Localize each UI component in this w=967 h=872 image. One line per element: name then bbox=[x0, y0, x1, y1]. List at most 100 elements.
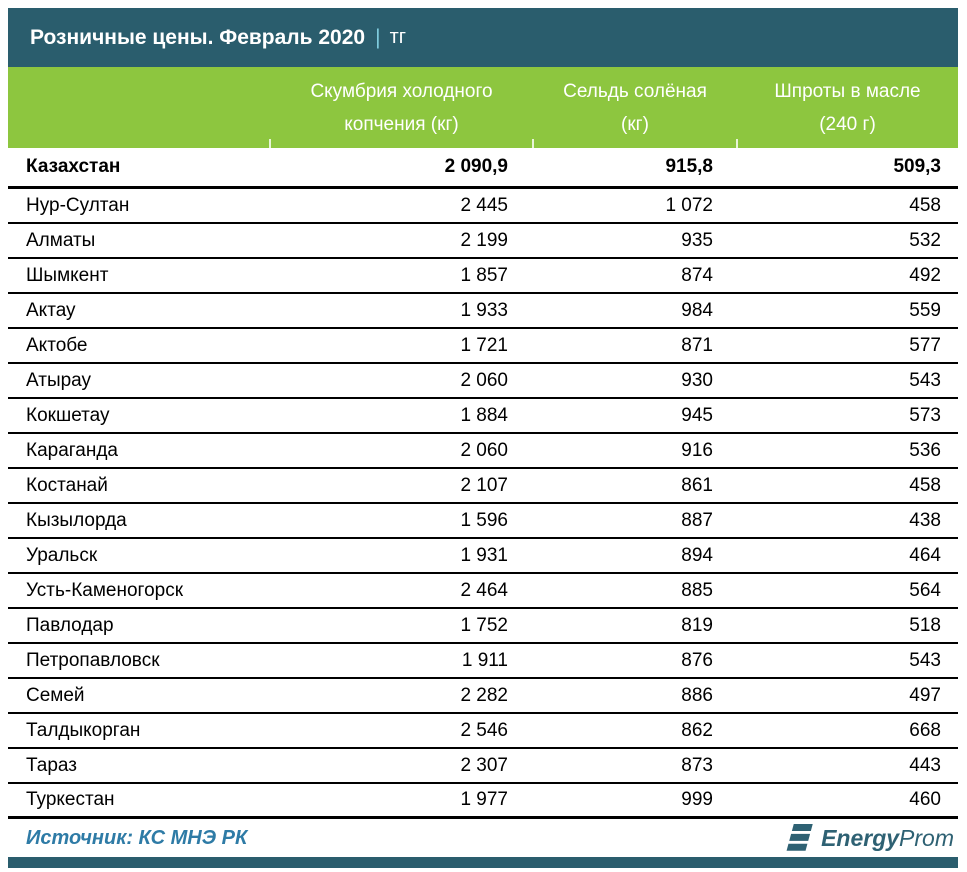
column-divider-tick bbox=[532, 139, 534, 148]
table-row: Караганда 2 060 916 536 bbox=[8, 434, 958, 469]
price-mackerel: 2 060 bbox=[460, 439, 508, 461]
price-sprats: 559 bbox=[909, 299, 941, 321]
column-header-sprats-line1: Шпроты в масле bbox=[774, 80, 921, 102]
city-name: Нур-Султан bbox=[26, 194, 130, 216]
price-herring: 862 bbox=[681, 719, 713, 741]
city-name: Алматы bbox=[26, 229, 96, 251]
price-mackerel: 2 307 bbox=[460, 754, 508, 776]
price-sprats: 464 bbox=[909, 544, 941, 566]
price-mackerel: 1 884 bbox=[460, 404, 508, 426]
price-mackerel: 1 596 bbox=[460, 509, 508, 531]
title-separator: | bbox=[375, 25, 381, 49]
city-name: Кокшетау bbox=[26, 404, 110, 426]
logo-text-energy: Energy bbox=[821, 824, 900, 851]
price-herring: 1 072 bbox=[665, 194, 713, 216]
city-name: Костанай bbox=[26, 474, 108, 496]
table-row: Актобе 1 721 871 577 bbox=[8, 329, 958, 364]
table-body: Казахстан 2 090,9 915,8 509,3 Нур-Султан… bbox=[8, 148, 958, 819]
price-sprats: 518 bbox=[909, 614, 941, 636]
city-name: Актау bbox=[26, 299, 76, 321]
price-sprats: 492 bbox=[909, 264, 941, 286]
price-herring: 871 bbox=[681, 334, 713, 356]
column-header-sprats-line2: (240 г) bbox=[819, 113, 876, 135]
column-divider-tick bbox=[269, 139, 271, 148]
price-herring: 945 bbox=[681, 404, 713, 426]
table-row: Костанай 2 107 861 458 bbox=[8, 469, 958, 504]
table-row: Алматы 2 199 935 532 bbox=[8, 224, 958, 259]
column-divider-tick bbox=[736, 139, 738, 148]
column-header-mackerel-line2: копчения (кг) bbox=[344, 113, 459, 135]
price-sprats: 543 bbox=[909, 369, 941, 391]
column-header-sprats: Шпроты в масле (240 г) bbox=[737, 67, 958, 148]
city-name: Актобе bbox=[26, 334, 88, 356]
table-row: Казахстан 2 090,9 915,8 509,3 bbox=[8, 148, 958, 189]
price-herring: 930 bbox=[681, 369, 713, 391]
price-mackerel: 2 199 bbox=[460, 229, 508, 251]
price-mackerel: 1 931 bbox=[460, 544, 508, 566]
price-herring: 876 bbox=[681, 649, 713, 671]
price-mackerel: 1 933 bbox=[460, 299, 508, 321]
table-row: Тараз 2 307 873 443 bbox=[8, 749, 958, 784]
title-unit-label: тг bbox=[389, 26, 407, 48]
table-row: Актау 1 933 984 559 bbox=[8, 294, 958, 329]
price-mackerel: 1 721 bbox=[460, 334, 508, 356]
price-sprats: 443 bbox=[909, 754, 941, 776]
city-name: Талдыкорган bbox=[26, 719, 141, 741]
price-mackerel: 1 977 bbox=[460, 789, 508, 810]
price-herring: 984 bbox=[681, 299, 713, 321]
table-row: Павлодар 1 752 819 518 bbox=[8, 609, 958, 644]
city-name: Казахстан bbox=[26, 156, 121, 177]
price-sprats: 564 bbox=[909, 579, 941, 601]
source-label: Источник: КС МНЭ РК bbox=[26, 826, 248, 849]
price-herring: 885 bbox=[681, 579, 713, 601]
energyprom-logo-icon bbox=[786, 823, 813, 851]
column-header-row: Скумбрия холодного копчения (кг) Сельдь … bbox=[8, 67, 958, 148]
table-row: Талдыкорган 2 546 862 668 bbox=[8, 714, 958, 749]
table-row: Уральск 1 931 894 464 bbox=[8, 539, 958, 574]
price-herring: 999 bbox=[681, 789, 713, 810]
city-name: Атырау bbox=[26, 369, 92, 391]
price-mackerel: 2 546 bbox=[460, 719, 508, 741]
city-name: Караганда bbox=[26, 439, 118, 461]
price-mackerel: 1 911 bbox=[461, 649, 508, 671]
table-row: Кызылорда 1 596 887 438 bbox=[8, 504, 958, 539]
price-mackerel: 2 060 bbox=[460, 369, 508, 391]
price-sprats: 532 bbox=[909, 229, 941, 251]
city-name: Уральск bbox=[26, 544, 98, 566]
energyprom-logo: EnergyProm bbox=[781, 822, 954, 854]
price-herring: 861 bbox=[681, 474, 713, 496]
infographic-table: Розничные цены. Февраль 2020 | тг Скумбр… bbox=[8, 8, 958, 868]
table-row: Кокшетау 1 884 945 573 bbox=[8, 399, 958, 434]
city-name: Петропавловск bbox=[26, 649, 160, 671]
price-herring: 935 bbox=[681, 229, 713, 251]
price-sprats: 573 bbox=[909, 404, 941, 426]
table-row: Усть-Каменогорск 2 464 885 564 bbox=[8, 574, 958, 609]
price-herring: 819 bbox=[681, 614, 713, 636]
price-herring: 873 bbox=[681, 754, 713, 776]
column-header-herring-line1: Сельдь солёная bbox=[563, 80, 707, 102]
price-sprats: 497 bbox=[909, 684, 941, 706]
title-bar: Розничные цены. Февраль 2020 | тг bbox=[8, 8, 958, 67]
price-sprats: 668 bbox=[909, 719, 941, 741]
footer: Источник: КС МНЭ РК EnergyProm bbox=[8, 819, 958, 857]
energyprom-logo-text: EnergyProm bbox=[821, 824, 954, 851]
price-sprats: 577 bbox=[909, 334, 941, 356]
table-row: Нур-Султан 2 445 1 072 458 bbox=[8, 189, 958, 224]
price-sprats: 543 bbox=[909, 649, 941, 671]
column-header-city-blank bbox=[8, 67, 270, 148]
column-header-mackerel: Скумбрия холодного копчения (кг) bbox=[270, 67, 533, 148]
table-row: Семей 2 282 886 497 bbox=[8, 679, 958, 714]
column-header-herring-line2: (кг) bbox=[621, 113, 649, 135]
city-name: Кызылорда bbox=[26, 509, 127, 531]
price-mackerel: 2 464 bbox=[460, 579, 508, 601]
price-sprats: 509,3 bbox=[893, 156, 941, 177]
price-sprats: 458 bbox=[909, 474, 941, 496]
table-row: Петропавловск 1 911 876 543 bbox=[8, 644, 958, 679]
price-mackerel: 1 857 bbox=[460, 264, 508, 286]
price-mackerel: 2 282 bbox=[460, 684, 508, 706]
price-sprats: 536 bbox=[909, 439, 941, 461]
table-row: Атырау 2 060 930 543 bbox=[8, 364, 958, 399]
city-name: Шымкент bbox=[26, 264, 109, 286]
price-herring: 916 bbox=[681, 439, 713, 461]
price-herring: 915,8 bbox=[665, 156, 713, 177]
